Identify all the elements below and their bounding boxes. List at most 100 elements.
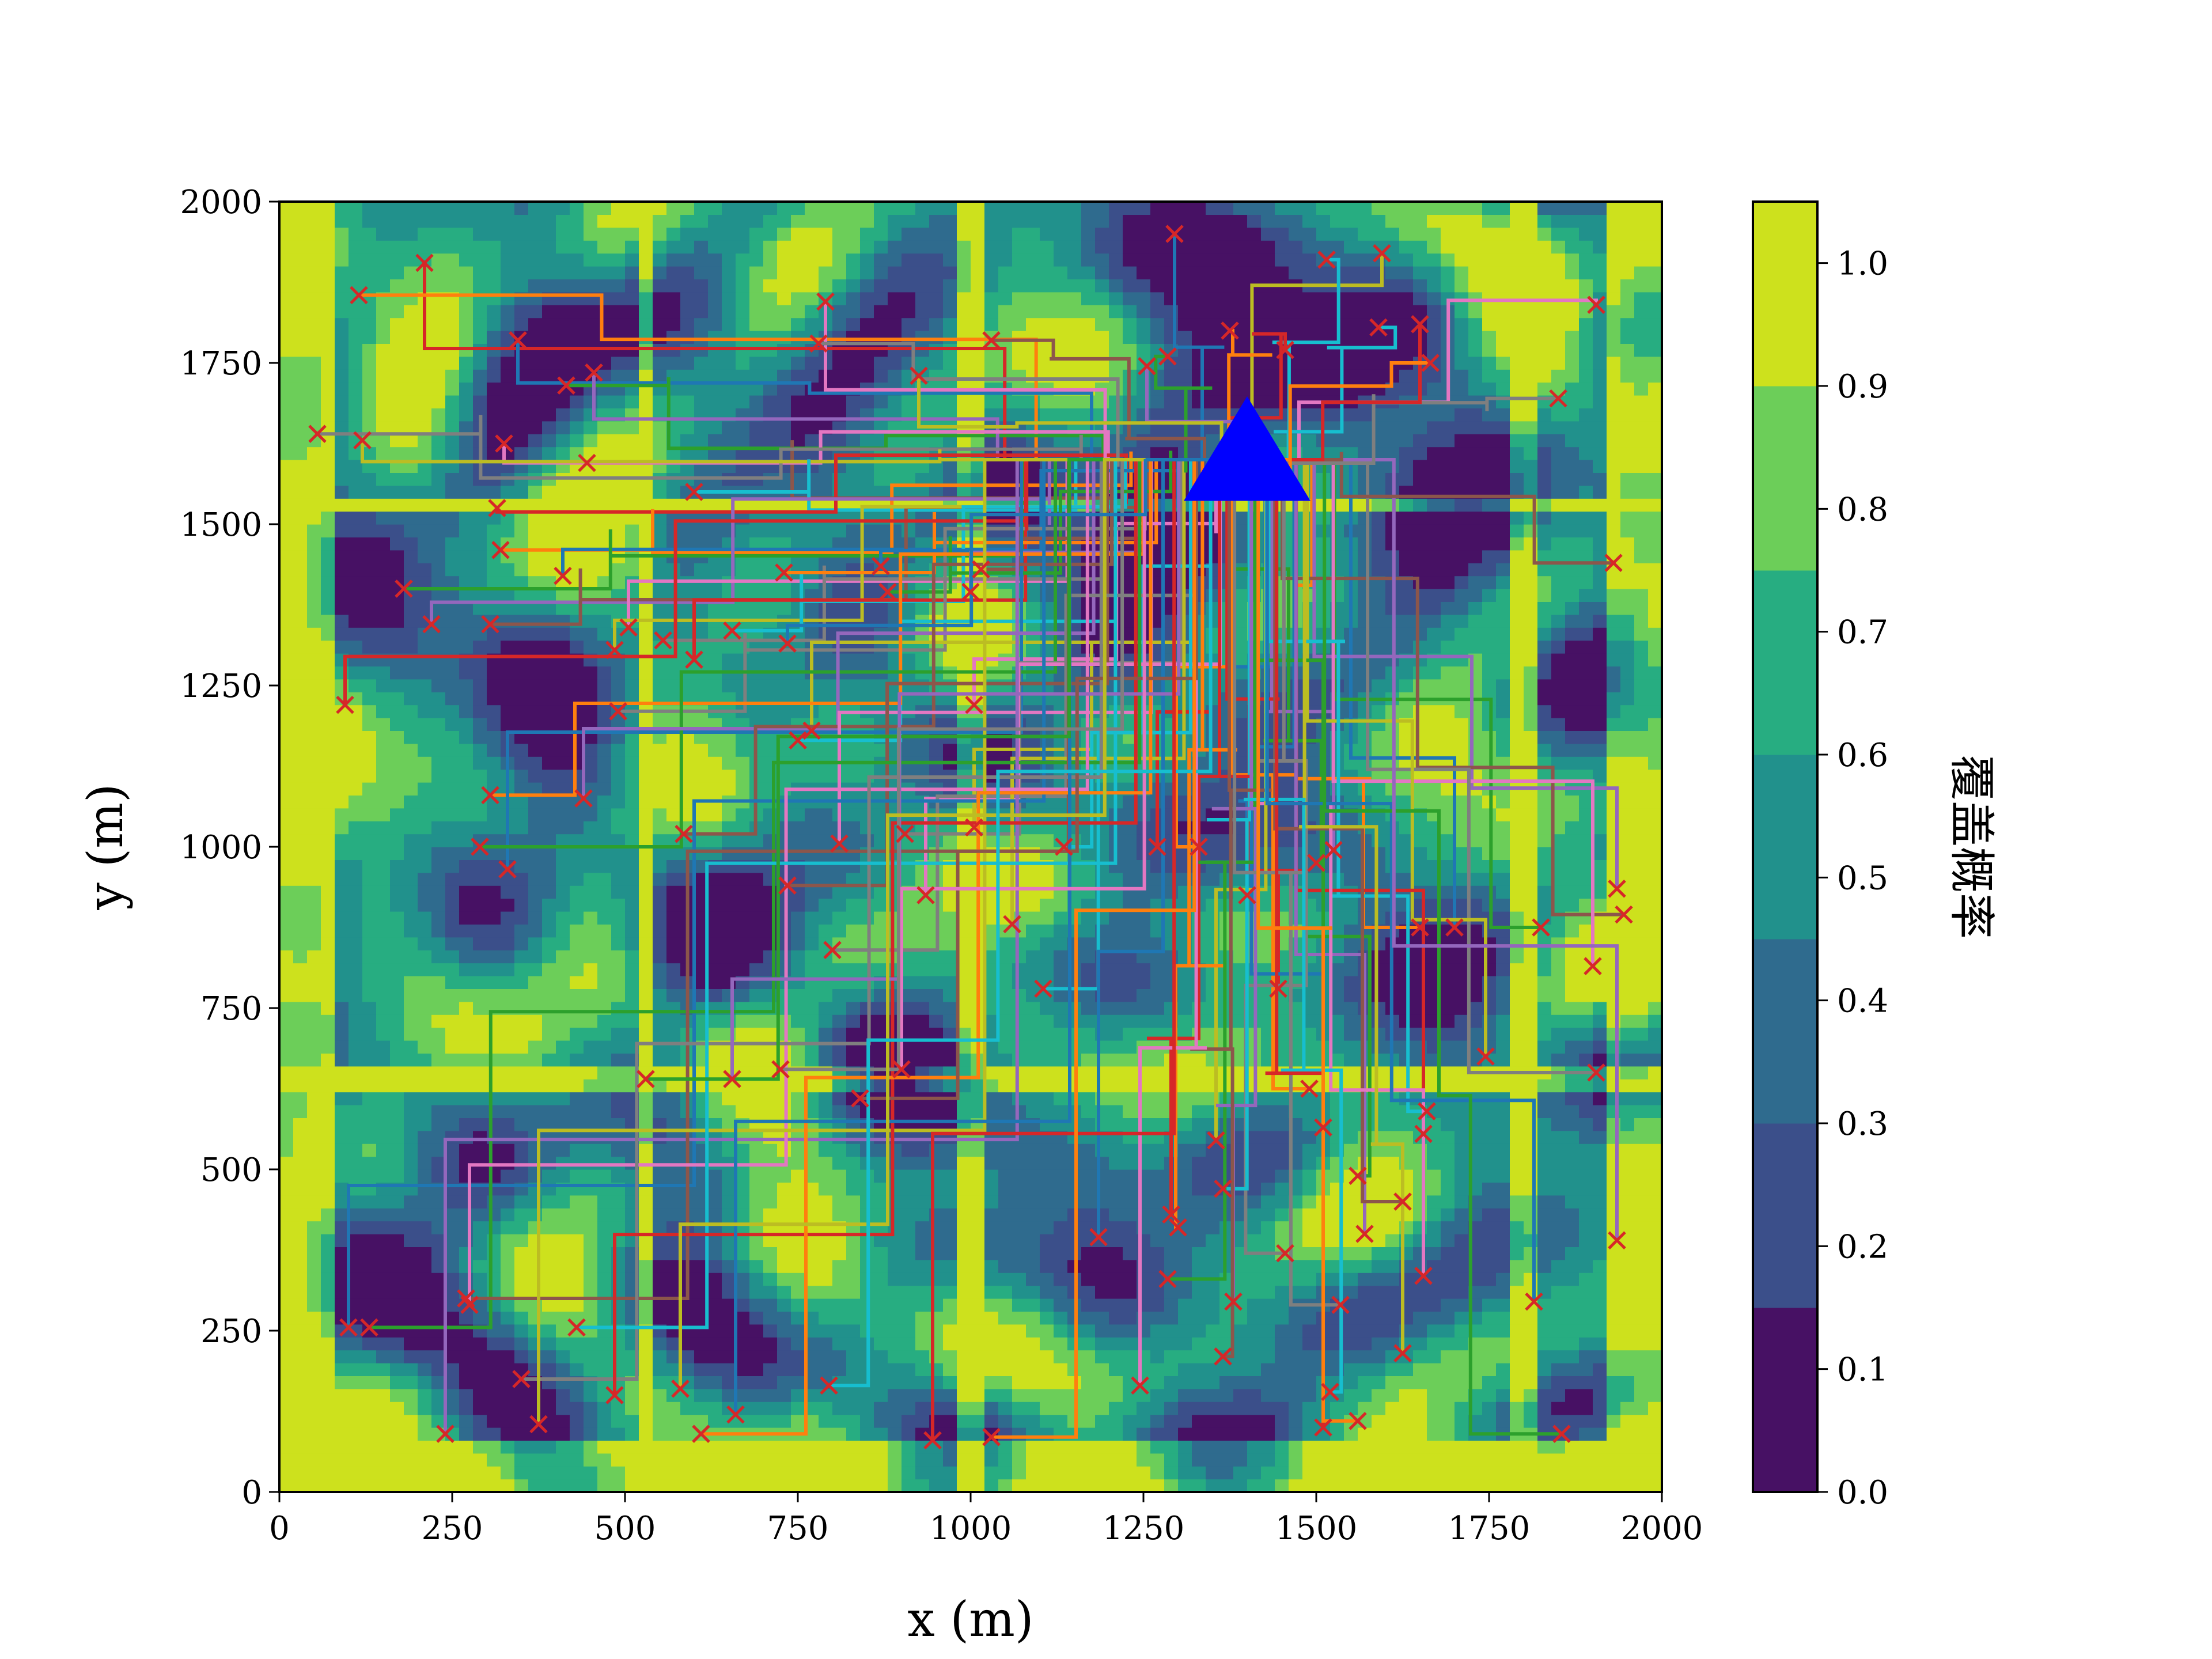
heatmap-cell xyxy=(390,1156,404,1170)
heatmap-cell xyxy=(708,1169,722,1183)
heatmap-cell xyxy=(653,317,667,331)
heatmap-cell xyxy=(404,253,418,267)
heatmap-cell xyxy=(570,1363,584,1376)
heatmap-cell xyxy=(293,666,308,680)
heatmap-cell xyxy=(666,1027,681,1041)
heatmap-cell xyxy=(763,1272,778,1286)
heatmap-cell xyxy=(611,1066,626,1080)
heatmap-cell xyxy=(293,1130,308,1144)
heatmap-cell xyxy=(832,1053,847,1067)
heatmap-cell xyxy=(763,1169,778,1183)
heatmap-cell xyxy=(639,317,653,331)
heatmap-cell xyxy=(390,898,404,912)
heatmap-cell xyxy=(376,885,391,899)
heatmap-cell xyxy=(501,1208,515,1222)
heatmap-cell xyxy=(625,227,639,241)
heatmap-cell xyxy=(639,1414,653,1428)
heatmap-cell xyxy=(874,305,888,319)
heatmap-cell xyxy=(445,356,460,370)
heatmap-cell xyxy=(376,589,391,602)
heatmap-cell xyxy=(376,1272,391,1286)
heatmap-cell xyxy=(860,718,874,731)
heatmap-cell xyxy=(915,1105,930,1118)
heatmap-cell xyxy=(832,988,847,1002)
heatmap-cell xyxy=(819,266,833,279)
heatmap-cell xyxy=(597,395,612,408)
heatmap-cell xyxy=(279,666,294,680)
heatmap-cell xyxy=(943,1234,957,1247)
heatmap-cell xyxy=(666,1440,681,1454)
heatmap-cell xyxy=(473,1195,487,1209)
heatmap-cell xyxy=(487,1143,501,1157)
heatmap-cell xyxy=(597,988,612,1002)
heatmap-cell xyxy=(431,240,446,254)
heatmap-cell xyxy=(542,395,556,408)
heatmap-cell xyxy=(888,253,902,267)
heatmap-cell xyxy=(376,305,391,319)
heatmap-cell xyxy=(819,1208,833,1222)
heatmap-cell xyxy=(556,1221,570,1234)
heatmap-cell xyxy=(293,1027,308,1041)
heatmap-cell xyxy=(487,834,501,847)
heatmap-cell xyxy=(625,924,639,938)
heatmap-cell xyxy=(418,253,432,267)
heatmap-cell xyxy=(293,627,308,641)
heatmap-cell xyxy=(321,524,335,537)
heatmap-cell xyxy=(736,924,750,938)
heatmap-cell xyxy=(791,1337,805,1351)
heatmap-cell xyxy=(902,524,916,537)
heatmap-cell xyxy=(611,756,626,770)
heatmap-cell xyxy=(832,1182,847,1196)
heatmap-cell xyxy=(445,1001,460,1015)
heatmap-cell xyxy=(459,885,474,899)
heatmap-cell xyxy=(279,976,294,989)
heatmap-cell xyxy=(307,240,321,254)
heatmap-cell xyxy=(376,950,391,964)
heatmap-cell xyxy=(722,769,736,783)
heatmap-cell xyxy=(514,1324,529,1338)
heatmap-cell xyxy=(556,1414,570,1428)
heatmap-cell xyxy=(459,911,474,925)
heatmap-cell xyxy=(722,1092,736,1105)
heatmap-cell xyxy=(943,1298,957,1312)
heatmap-cell xyxy=(708,498,722,512)
heatmap-cell xyxy=(335,937,349,950)
heatmap-cell xyxy=(653,266,667,279)
heatmap-cell xyxy=(459,1402,474,1415)
heatmap-cell xyxy=(514,253,529,267)
heatmap-cell xyxy=(376,976,391,989)
heatmap-cell xyxy=(459,795,474,809)
heatmap-cell xyxy=(874,214,888,228)
heatmap-cell xyxy=(736,756,750,770)
heatmap-cell xyxy=(390,1143,404,1157)
heatmap-cell xyxy=(846,1208,861,1222)
heatmap-cell xyxy=(957,1388,971,1402)
heatmap-cell xyxy=(431,356,446,370)
heatmap-cell xyxy=(957,1143,971,1157)
heatmap-cell xyxy=(293,472,308,486)
heatmap-cell xyxy=(376,988,391,1002)
heatmap-cell xyxy=(445,227,460,241)
heatmap-cell xyxy=(293,756,308,770)
heatmap-cell xyxy=(335,266,349,279)
heatmap-cell xyxy=(846,1001,861,1015)
heatmap-cell xyxy=(362,1466,377,1480)
heatmap-cell xyxy=(832,885,847,899)
heatmap-cell xyxy=(570,976,584,989)
heatmap-cell xyxy=(445,472,460,486)
heatmap-cell xyxy=(749,847,764,860)
heatmap-cell xyxy=(362,1298,377,1312)
heatmap-cell xyxy=(902,950,916,964)
heatmap-cell xyxy=(335,1388,349,1402)
heatmap-cell xyxy=(597,640,612,654)
heatmap-cell xyxy=(487,782,501,796)
heatmap-cell xyxy=(445,718,460,731)
heatmap-cell xyxy=(666,317,681,331)
heatmap-cell xyxy=(321,1105,335,1118)
heatmap-cell xyxy=(584,963,598,976)
heatmap-cell xyxy=(376,937,391,950)
heatmap-cell xyxy=(445,524,460,537)
heatmap-cell xyxy=(584,1066,598,1080)
heatmap-cell xyxy=(431,498,446,512)
heatmap-cell xyxy=(749,1402,764,1415)
